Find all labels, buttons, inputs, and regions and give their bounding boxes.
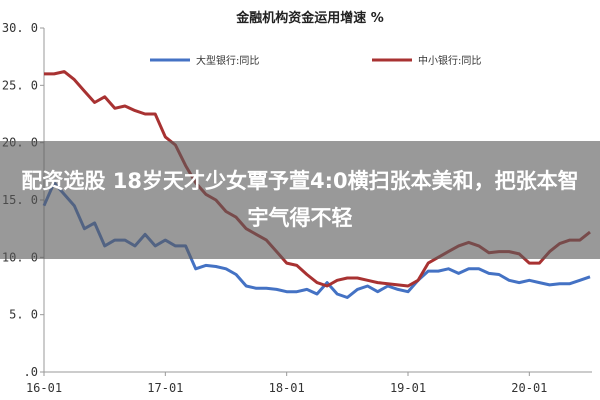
chart-title: 金融机构资金运用增速 % [235, 10, 384, 26]
y-tick-label: 30. 0 [2, 21, 38, 35]
x-tick-label: 16-01 [26, 381, 62, 395]
y-tick-label: .0 [24, 365, 38, 379]
x-tick-label: 17-01 [147, 381, 183, 395]
legend-label: 大型银行:同比 [196, 54, 259, 67]
y-tick-label: 25. 0 [2, 78, 38, 92]
x-tick-label: 20-01 [511, 381, 547, 395]
y-tick-label: 5. 0 [9, 308, 38, 322]
headline-text[interactable]: 配资选股 18岁天才少女覃予萱4:0横扫张本美和，把张本智宇气得不轻 [21, 169, 579, 230]
x-tick-label: 19-01 [390, 381, 426, 395]
legend-label: 中小银行:同比 [418, 54, 481, 67]
headline-overlay[interactable]: 配资选股 18岁天才少女覃予萱4:0横扫张本美和，把张本智宇气得不轻 [0, 141, 600, 259]
x-tick-label: 18-01 [269, 381, 305, 395]
